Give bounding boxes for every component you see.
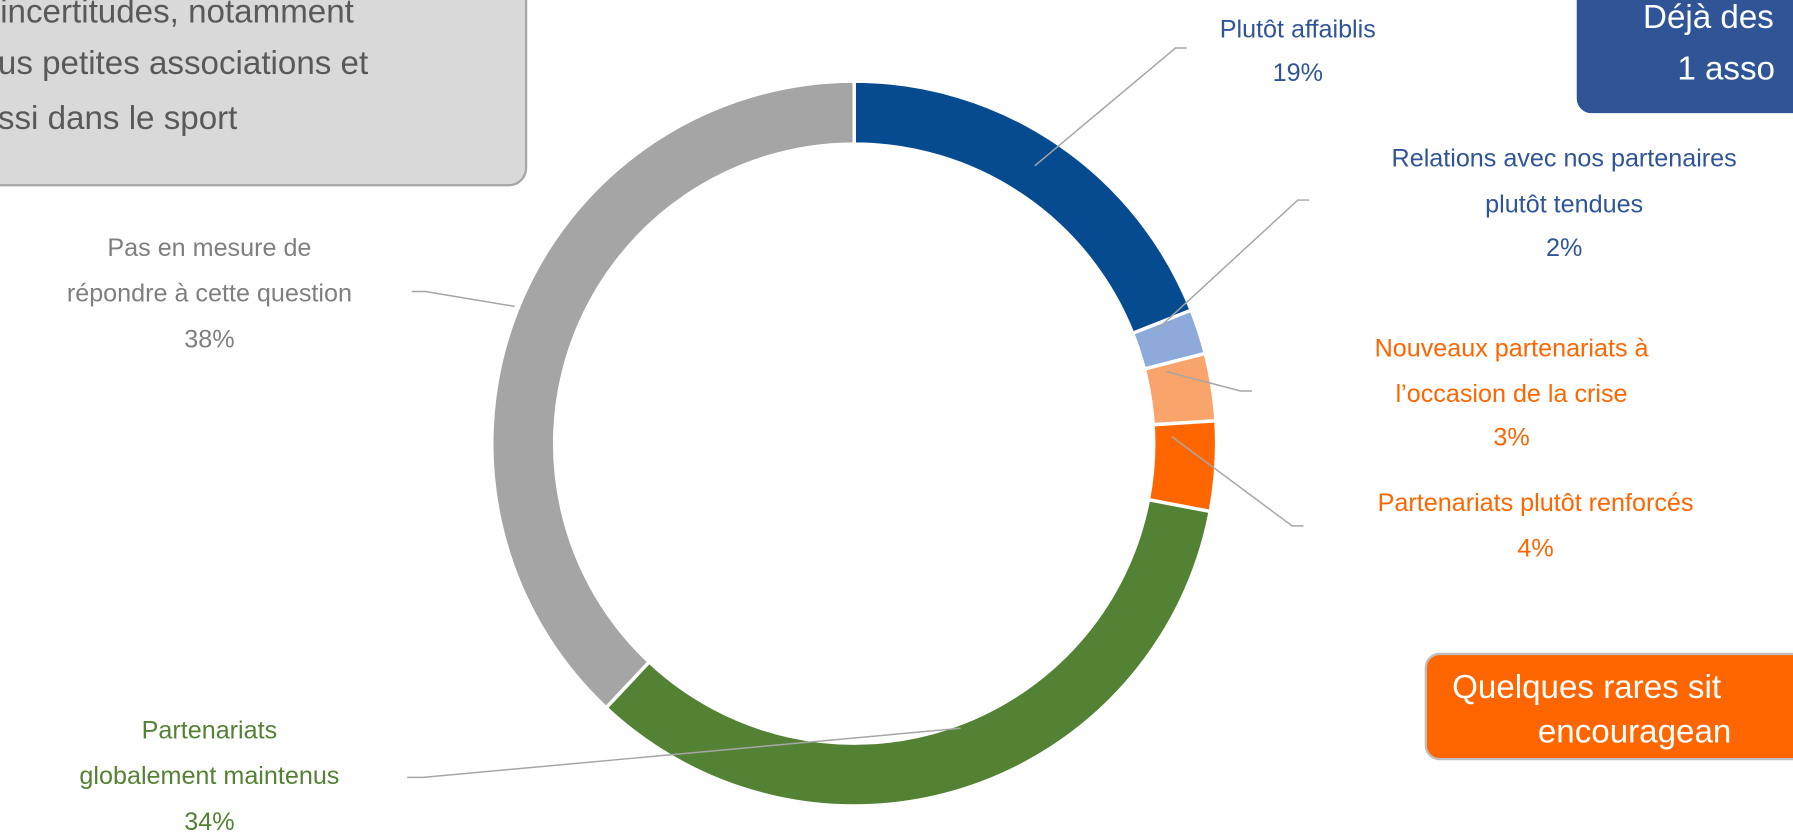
value-label: 3% xyxy=(1493,424,1529,452)
slice-label: répondre à cette question xyxy=(67,280,352,308)
slice-label: Pas en mesure de xyxy=(107,234,311,262)
annotation-box xyxy=(1576,0,1793,114)
donut-slice xyxy=(490,79,856,711)
annotation-box xyxy=(0,0,528,187)
value-label: 34% xyxy=(184,808,234,836)
leader-line xyxy=(407,727,961,779)
slice-label: plutôt tendues xyxy=(1485,190,1643,218)
leader-line xyxy=(1154,199,1310,333)
value-label: 4% xyxy=(1517,535,1553,563)
slice-label: Partenariats xyxy=(142,716,278,744)
donut-slice xyxy=(603,497,1213,808)
donut-slice xyxy=(852,79,1194,336)
value-label: 38% xyxy=(184,325,234,353)
annotation-box xyxy=(1424,652,1793,761)
value-label: 19% xyxy=(1273,59,1323,87)
annotation-text: ssi dans le sport xyxy=(0,100,237,137)
annotation-text: Déjà des xyxy=(1643,0,1774,36)
donut-slice xyxy=(1146,419,1219,514)
annotation-text: Quelques rares sit xyxy=(1452,669,1721,706)
slice-label: Plutôt affaiblis xyxy=(1220,16,1376,44)
annotation-text: encouragean xyxy=(1538,714,1732,751)
slice-label: globalement maintenus xyxy=(79,762,339,790)
annotation-text: incertitudes, notamment xyxy=(0,0,354,30)
leader-line xyxy=(411,290,515,308)
slice-label: Relations avec nos partenaires xyxy=(1392,145,1737,173)
value-label: 2% xyxy=(1546,234,1582,262)
annotation-text: us petites associations et xyxy=(0,45,368,82)
annotation-text: 1 asso xyxy=(1677,51,1775,88)
leader-line xyxy=(1166,370,1253,392)
leader-line xyxy=(1034,47,1187,167)
slice-label: Partenariats plutôt renforcés xyxy=(1378,489,1694,517)
slice-label: l’occasion de la crise xyxy=(1396,380,1628,408)
slice-label: Nouveaux partenariats à xyxy=(1375,334,1649,362)
leader-line xyxy=(1171,436,1304,527)
